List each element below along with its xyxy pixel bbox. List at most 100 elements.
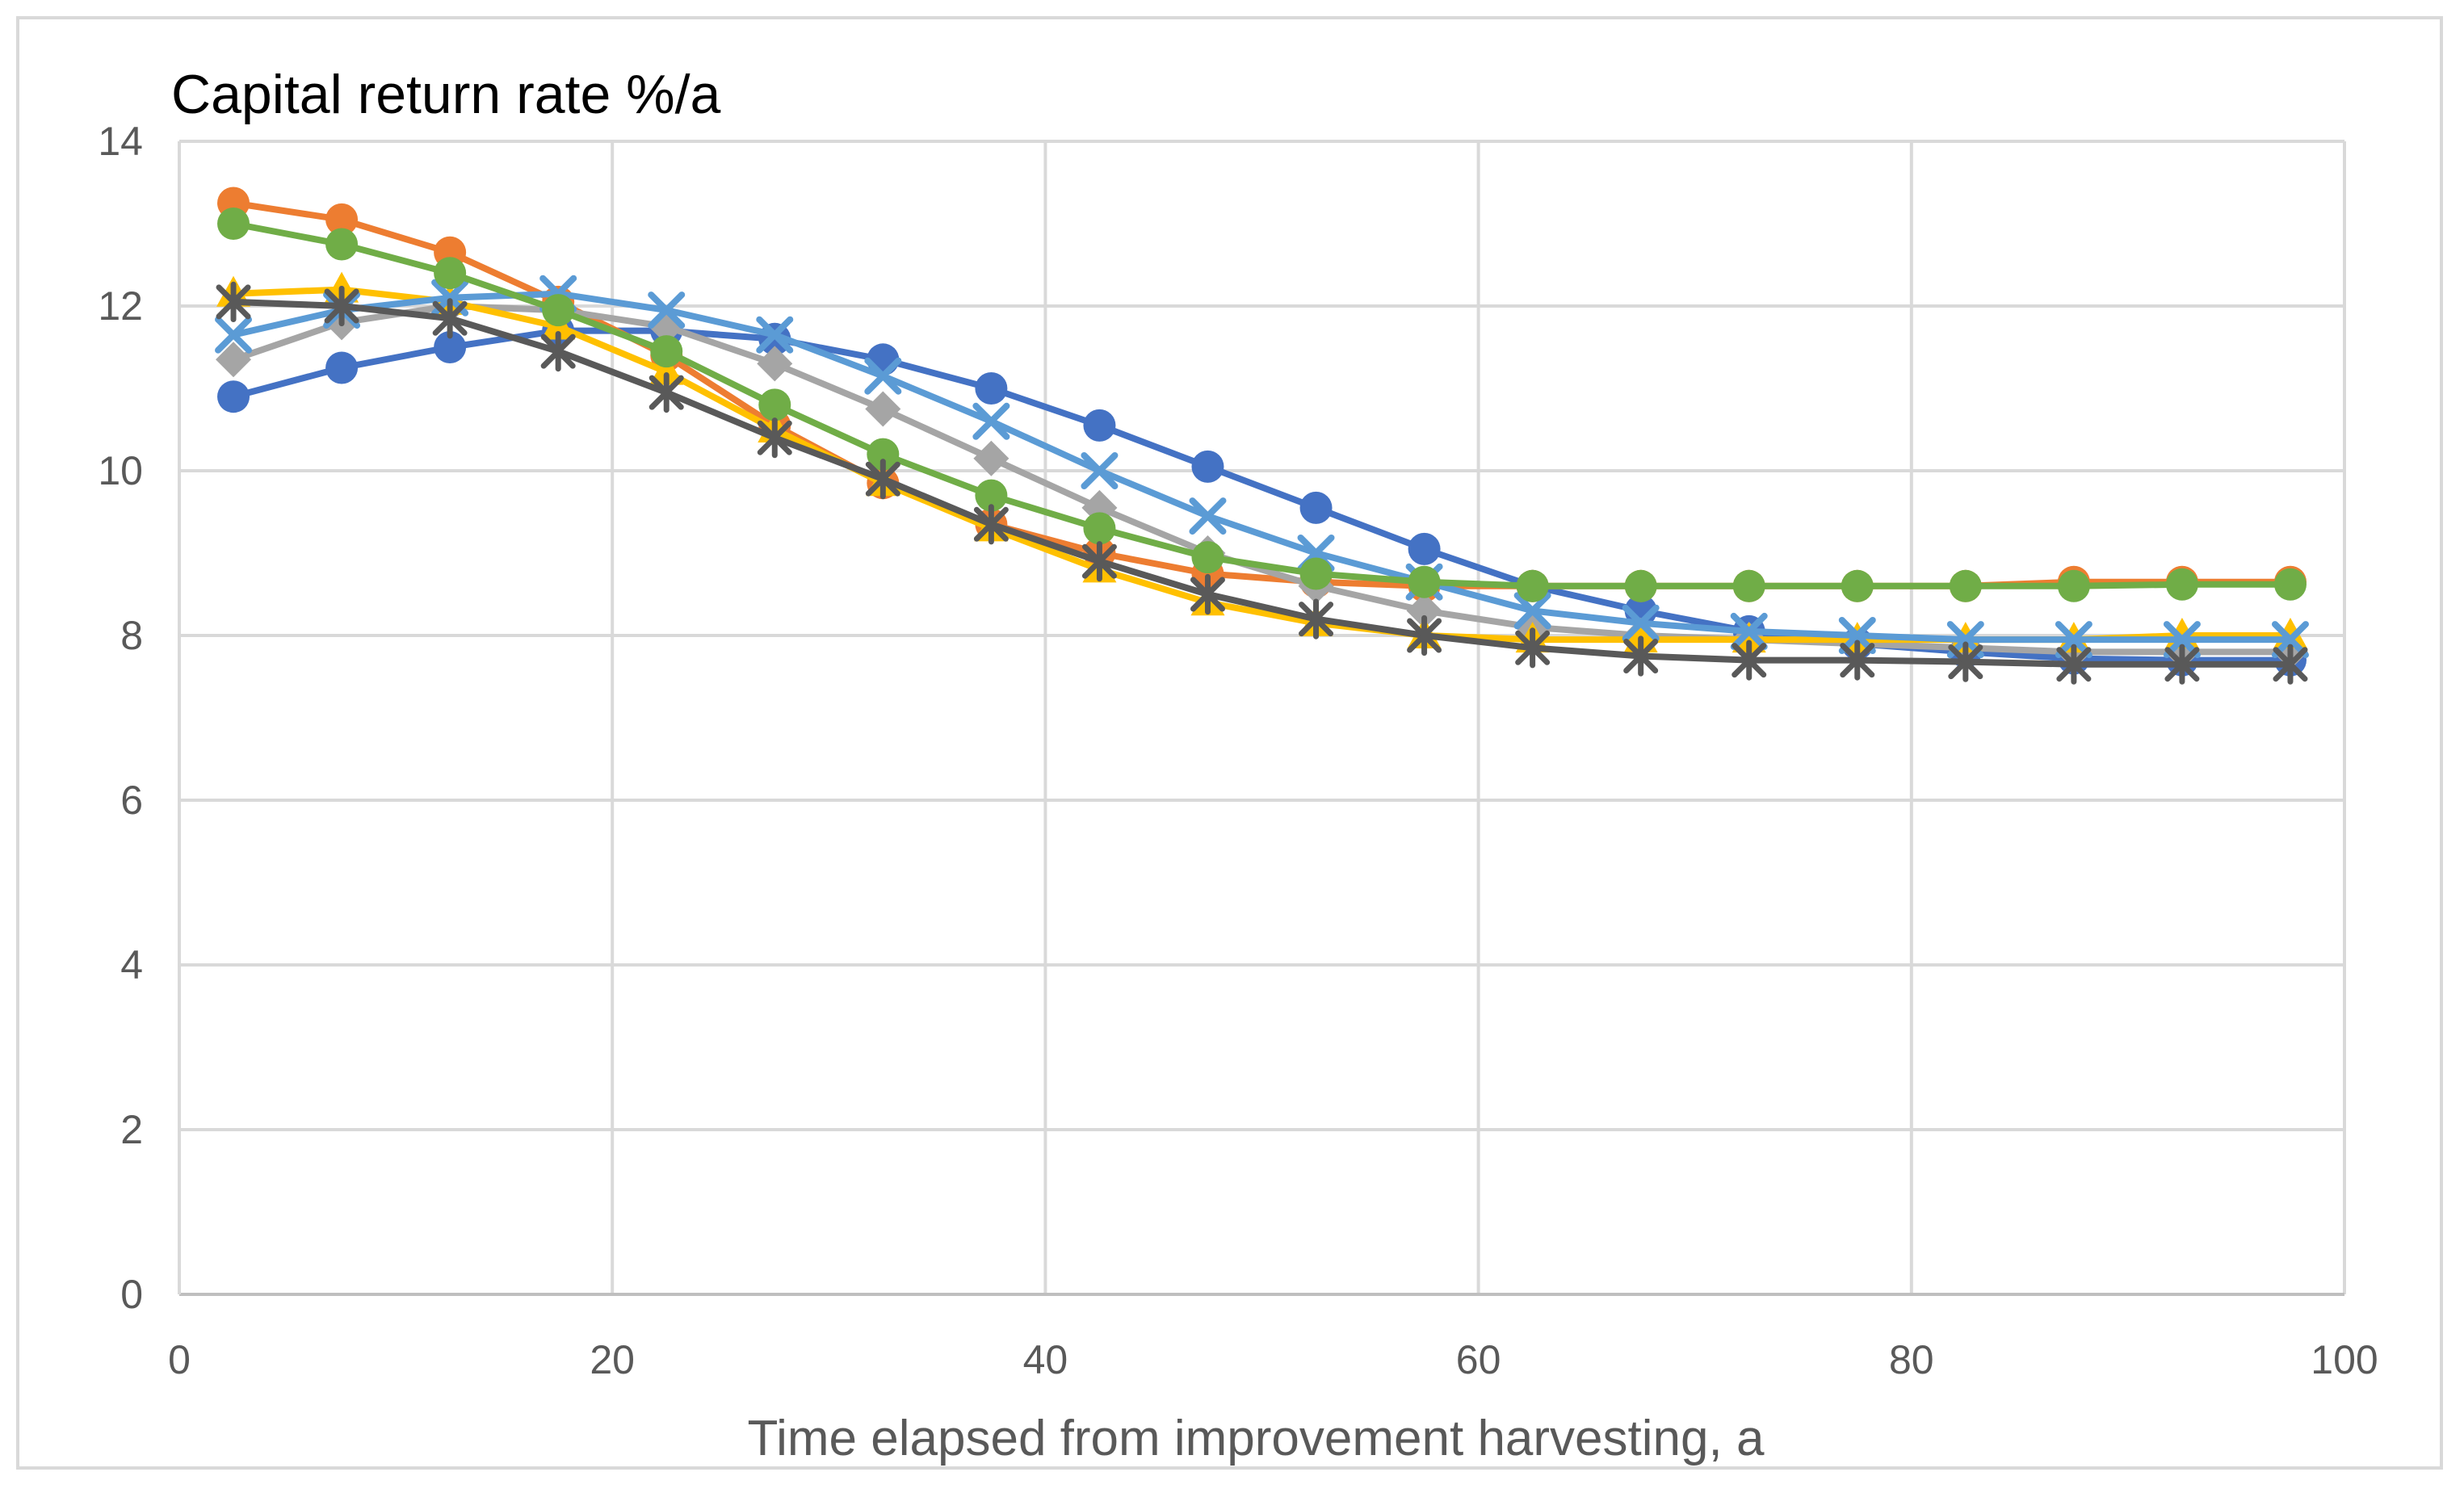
marker-diamond [973, 440, 1010, 476]
series-4 [216, 271, 2307, 653]
marker-circle [1408, 565, 1441, 598]
marker-circle [325, 228, 359, 261]
marker-circle [1191, 450, 1224, 483]
marker-x [2055, 621, 2093, 659]
series-7 [216, 281, 2308, 685]
marker-circle [975, 372, 1008, 405]
y-tick-label: 6 [120, 778, 143, 823]
series-1 [217, 314, 2307, 677]
marker-x [756, 316, 794, 354]
marker-circle [1408, 532, 1441, 565]
marker-circle [434, 331, 467, 363]
marker-diamond [865, 391, 901, 427]
series-line [230, 220, 2294, 589]
marker-circle [1949, 569, 1982, 602]
x-tick-label: 80 [1889, 1337, 1934, 1382]
marker-circle [1841, 569, 1874, 602]
marker-circle [542, 294, 575, 327]
marker-x [2271, 621, 2309, 659]
marker-circle [758, 388, 791, 421]
series-line [230, 290, 2294, 644]
marker-circle [1732, 569, 1765, 602]
series-2 [217, 187, 2307, 602]
marker-x [1081, 452, 1119, 489]
marker-circle [217, 208, 250, 240]
marker-x [2163, 621, 2201, 659]
marker-star [1623, 635, 1659, 677]
marker-x [1189, 497, 1227, 535]
y-tick-label: 12 [98, 283, 143, 329]
y-tick-label: 4 [120, 942, 143, 988]
y-tick-label: 0 [120, 1272, 143, 1317]
marker-circle [1191, 541, 1224, 574]
series-line [230, 303, 2294, 656]
y-tick-label: 2 [120, 1107, 143, 1152]
marker-star [216, 281, 251, 322]
marker-x [1622, 604, 1660, 642]
marker-star [1299, 598, 1334, 640]
marker-circle [1624, 569, 1657, 602]
marker-star [1515, 627, 1551, 669]
y-tick-label: 8 [120, 613, 143, 658]
marker-triangle [1732, 622, 1766, 653]
x-tick-label: 0 [168, 1337, 191, 1382]
grid [179, 140, 2346, 1294]
marker-x [1513, 592, 1551, 630]
marker-x [648, 291, 686, 329]
marker-star [649, 372, 684, 413]
marker-circle [1083, 409, 1116, 442]
x-axis-title: Time elapsed from improvement harvesting… [748, 1411, 1765, 1466]
marker-circle [650, 335, 683, 368]
marker-circle [2057, 569, 2090, 602]
marker-circle [325, 203, 359, 236]
marker-x [972, 402, 1010, 440]
marker-star [1407, 614, 1442, 656]
series-line [230, 298, 2294, 668]
marker-star [973, 504, 1009, 545]
y-tick-label: 14 [98, 119, 143, 164]
series-group [215, 187, 2309, 685]
marker-circle [867, 438, 900, 471]
marker-star [1081, 541, 1117, 582]
marker-circle [1299, 491, 1333, 524]
marker-star [1190, 573, 1225, 615]
axes [178, 141, 2344, 1296]
marker-star [1732, 640, 1767, 681]
marker-circle [1299, 557, 1333, 590]
marker-star [757, 417, 792, 459]
x-tick-label: 100 [2311, 1337, 2378, 1382]
marker-circle [434, 257, 467, 290]
marker-circle [1516, 569, 1549, 602]
y-tick-label: 10 [98, 448, 143, 493]
marker-x [1838, 617, 1876, 654]
marker-circle [2165, 568, 2198, 601]
marker-x [1730, 612, 1768, 650]
marker-x [215, 316, 253, 354]
marker-star [540, 331, 576, 372]
marker-star [2164, 644, 2200, 685]
chart-frame [16, 16, 2443, 1470]
series-6 [217, 208, 2307, 602]
series-line [230, 199, 2294, 589]
marker-circle [1083, 512, 1116, 545]
marker-star [2273, 644, 2308, 685]
marker-star [1948, 641, 1983, 682]
x-tick-label: 60 [1456, 1337, 1501, 1382]
marker-circle [217, 380, 250, 413]
chart-title: Capital return rate %/a [171, 64, 721, 125]
marker-triangle [649, 354, 684, 385]
marker-diamond [1406, 593, 1442, 629]
marker-star [432, 298, 468, 339]
marker-star [865, 459, 900, 500]
marker-diamond [216, 342, 252, 378]
tick-labels: 0 2 4 6 8 10 12 14 0 20 40 60 80 100 [98, 119, 2378, 1382]
marker-circle [975, 479, 1008, 512]
x-tick-label: 40 [1023, 1337, 1068, 1382]
x-tick-label: 20 [590, 1337, 635, 1382]
marker-circle [325, 351, 359, 384]
marker-star [1840, 640, 1875, 681]
marker-diamond [757, 346, 793, 382]
marker-star [324, 285, 359, 327]
marker-circle [2273, 568, 2307, 601]
